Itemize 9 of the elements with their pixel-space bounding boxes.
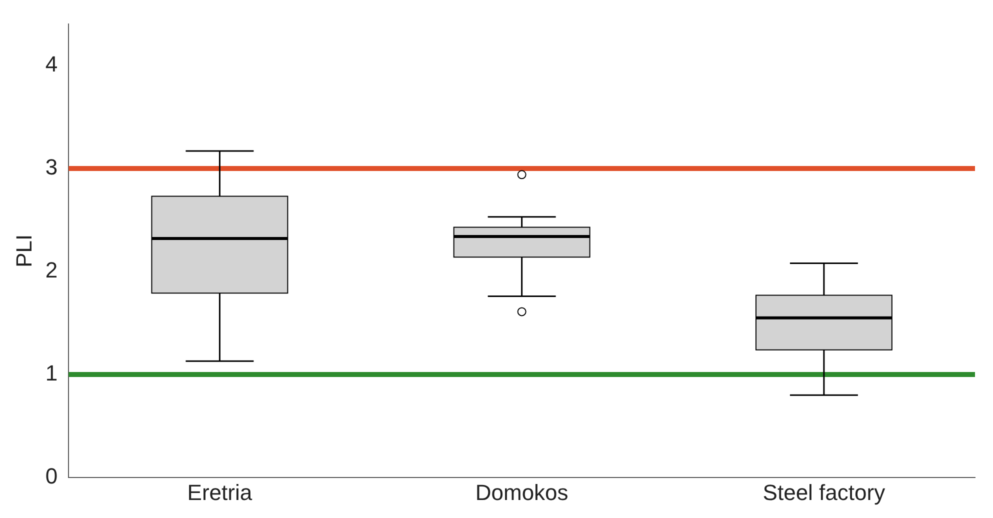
x-tick-label: Domokos [475,480,568,505]
x-tick-label: Steel factory [762,480,886,505]
y-tick-label: 1 [45,360,58,386]
y-tick-label: 4 [45,51,58,76]
y-tick-label: 2 [45,258,58,283]
x-tick-label: Eretria [187,480,253,505]
y-axis-title: PLI [11,234,36,268]
y-tick-label: 3 [45,154,58,180]
y-tick-label: 0 [45,464,58,489]
